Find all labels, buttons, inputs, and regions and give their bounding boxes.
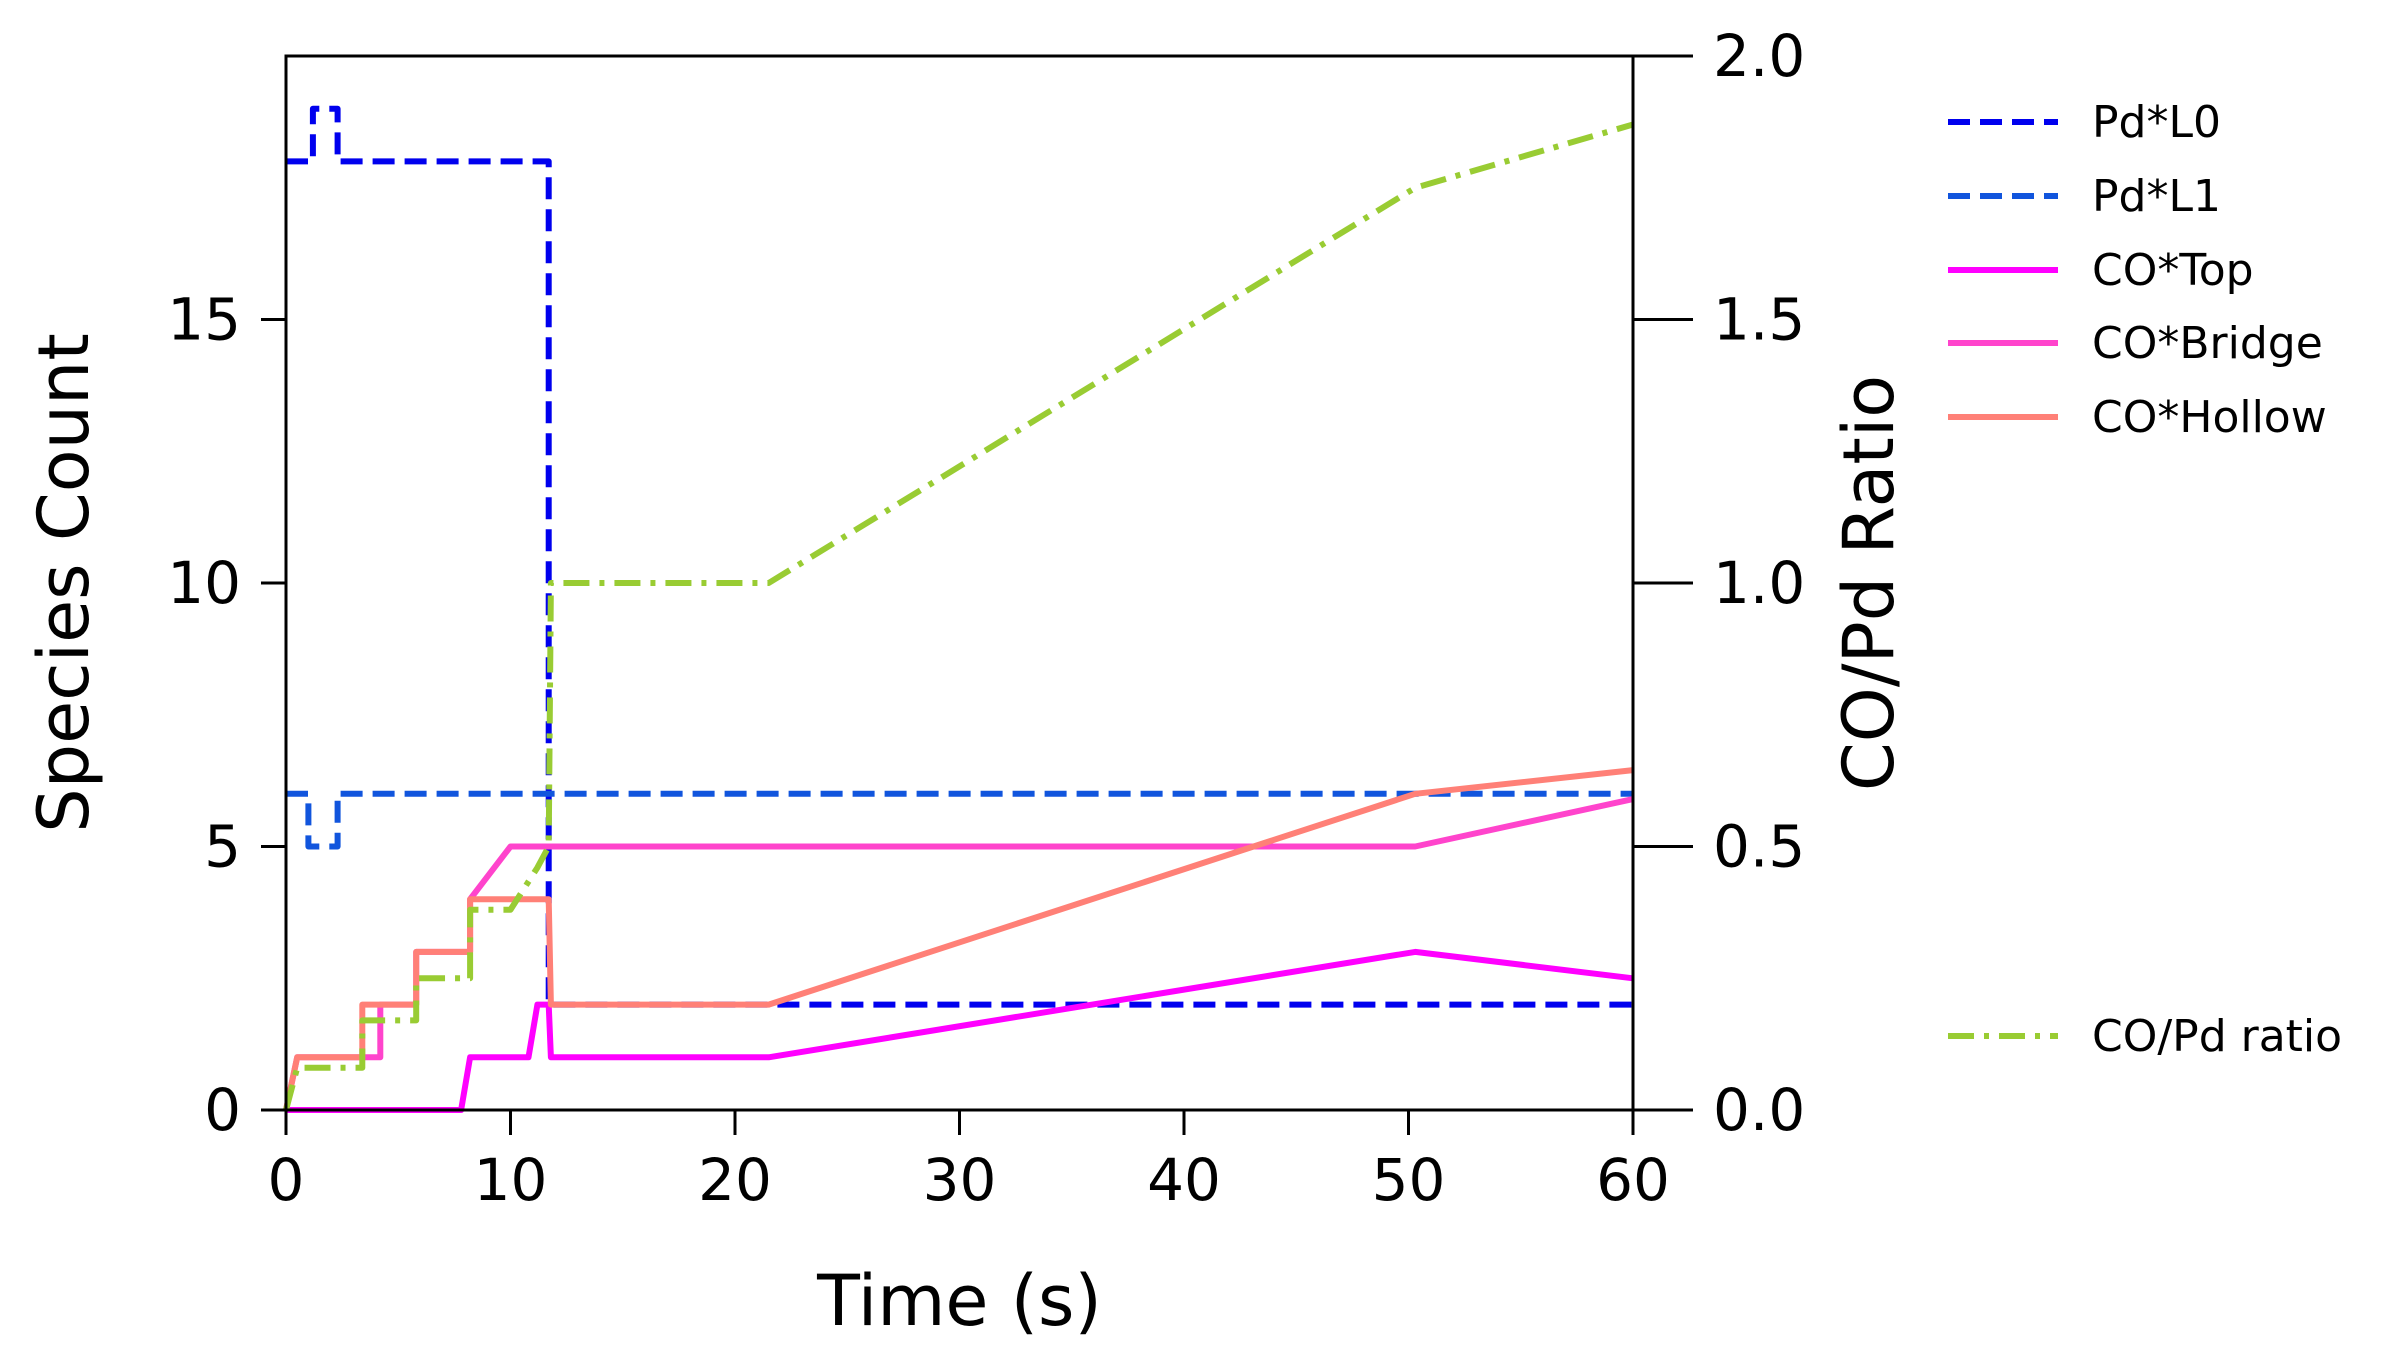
x-axis-ticks: 0 10 20 30 40 50 60 bbox=[268, 1110, 1670, 1214]
x-tick-label: 40 bbox=[1147, 1146, 1221, 1214]
x-tick-label: 20 bbox=[698, 1146, 772, 1214]
left-y-tick-label: 5 bbox=[204, 813, 241, 881]
right-y-tick-label: 2.0 bbox=[1713, 22, 1805, 90]
left-y-tick-label: 15 bbox=[167, 286, 241, 354]
left-y-tick-label: 0 bbox=[204, 1076, 241, 1144]
legend-label-4: CO*Hollow bbox=[2092, 392, 2327, 443]
legend-label-0: Pd*L0 bbox=[2092, 97, 2221, 148]
x-tick-label: 0 bbox=[268, 1146, 305, 1214]
legend: Pd*L0 Pd*L1 CO*Top CO*Bridge CO*Hollow CO/Pd … bbox=[1948, 97, 2342, 1062]
right-y-tick-label: 0.5 bbox=[1713, 813, 1805, 881]
x-tick-label: 30 bbox=[923, 1146, 997, 1214]
left-y-axis-ticks: 0 5 10 15 bbox=[167, 286, 286, 1144]
x-tick-label: 50 bbox=[1372, 1146, 1446, 1214]
x-axis-label: Time (s) bbox=[816, 1260, 1102, 1342]
series-line-2 bbox=[286, 948, 1634, 1113]
right-y-tick-label: 1.5 bbox=[1713, 286, 1805, 354]
x-tick-label: 60 bbox=[1596, 1146, 1670, 1214]
left-y-tick-label: 10 bbox=[167, 549, 241, 617]
series-line-0 bbox=[286, 105, 1633, 1008]
right-y-axis-ticks: 0.0 0.5 1.0 1.5 2.0 bbox=[1633, 22, 1805, 1144]
x-tick-label: 10 bbox=[474, 1146, 548, 1214]
legend-label-2: CO*Top bbox=[2092, 245, 2254, 296]
series-line-5 bbox=[283, 121, 1634, 1111]
legend-label-3: CO*Bridge bbox=[2092, 318, 2323, 369]
right-y-tick-label: 1.0 bbox=[1713, 549, 1805, 617]
series-line-1 bbox=[286, 790, 1633, 850]
right-y-tick-label: 0.0 bbox=[1713, 1076, 1805, 1144]
left-y-axis-label: Species Count bbox=[23, 333, 105, 833]
series-lines bbox=[283, 105, 1634, 1113]
legend-label-5: CO/Pd ratio bbox=[2092, 1011, 2342, 1062]
legend-label-1: Pd*L1 bbox=[2092, 171, 2221, 222]
right-y-axis-label: CO/Pd Ratio bbox=[1828, 375, 1910, 791]
